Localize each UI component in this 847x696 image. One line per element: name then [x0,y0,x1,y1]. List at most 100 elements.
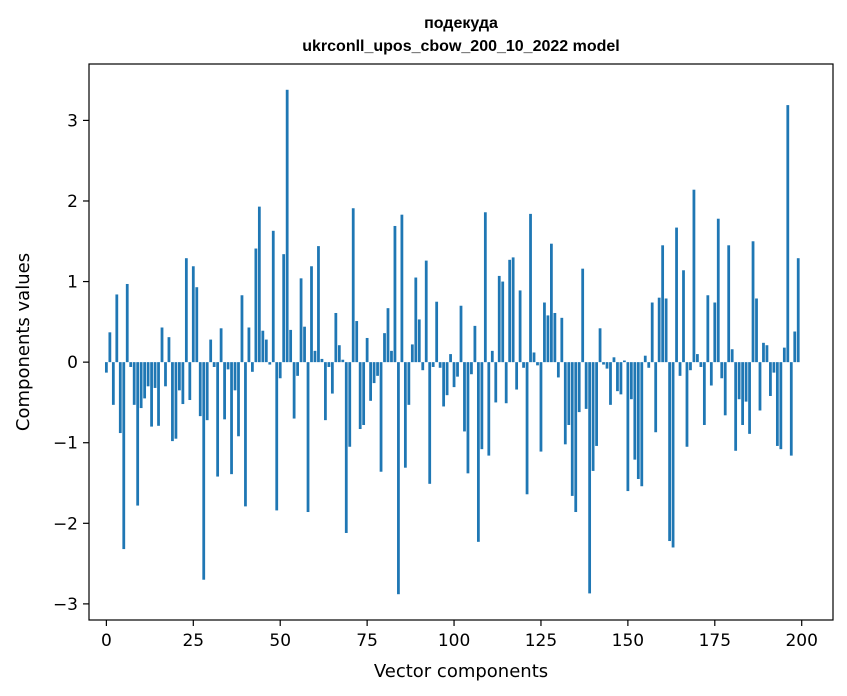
bar-13 [150,362,153,427]
bar-8 [132,362,136,405]
bar-142 [598,328,602,363]
bar-2 [111,362,115,405]
bar-151 [629,362,633,400]
bar-109 [483,212,487,363]
bar-61 [317,246,320,363]
bar-122 [529,213,532,363]
x-tick-label: 25 [182,631,204,651]
bar-161 [664,298,668,363]
bar-121 [525,362,529,495]
bar-178 [723,362,727,416]
bar-17 [164,362,167,387]
bar-148 [619,362,623,395]
bar-22 [181,362,185,405]
bar-106 [473,325,477,363]
y-tick-label: −1 [53,434,78,454]
bar-82 [390,350,393,363]
bar-140 [591,362,595,471]
bar-5 [122,362,126,550]
bar-98 [445,362,449,396]
bar-176 [716,218,720,363]
bar-49 [275,362,279,511]
bar-76 [369,362,372,401]
bar-190 [765,345,769,363]
bar-114 [501,281,505,363]
bar-145 [609,362,612,405]
bar-7 [129,362,133,367]
bar-34 [223,362,226,420]
bar-165 [678,362,682,376]
y-tick-label: 3 [67,111,78,131]
bar-68 [341,359,345,363]
bar-47 [268,362,272,365]
y-tick-label: 0 [67,353,78,373]
bar-191 [769,362,772,396]
bar-182 [737,362,741,400]
bar-135 [574,362,578,513]
bar-10 [139,362,143,409]
bar-116 [508,259,512,363]
chart-title: подекуда [424,15,498,32]
bar-39 [240,295,244,363]
bar-185 [748,362,751,434]
bar-172 [702,362,706,425]
bar-52 [285,89,289,363]
bar-35 [226,362,230,370]
bar-37 [233,362,237,391]
bar-11 [143,362,147,399]
bar-67 [337,345,341,363]
bar-126 [543,302,546,363]
bar-196 [786,105,790,363]
bar-48 [271,230,275,363]
bar-189 [762,342,765,363]
bar-1 [108,332,112,363]
bar-94 [431,362,435,367]
bar-164 [675,227,678,363]
bar-50 [278,362,282,379]
bar-136 [577,362,581,413]
bar-129 [553,312,557,363]
bar-79 [379,362,383,472]
bar-169 [692,189,696,363]
y-axis: −3 −2 −1 0 1 2 3 [53,111,89,615]
bar-20 [174,362,178,439]
x-tick-label: 150 [612,631,644,651]
bar-53 [289,329,293,363]
bar-85 [400,214,404,363]
bar-88 [410,344,414,363]
x-tick-label: 0 [101,631,112,651]
bar-188 [758,362,762,411]
bar-158 [654,362,658,433]
plot-frame [88,63,834,621]
bar-33 [219,328,223,363]
bar-29 [205,362,209,421]
bar-45 [261,330,265,363]
bar-154 [640,362,644,487]
bar-180 [730,349,734,363]
bar-86 [403,362,407,468]
bar-38 [237,362,240,437]
bar-9 [136,362,140,506]
bar-55 [296,362,299,376]
bar-105 [470,362,473,375]
bar-96 [438,362,442,368]
bar-107 [476,362,480,542]
bar-64 [327,362,331,367]
y-tick-label: 2 [67,192,78,212]
bar-179 [727,245,731,363]
y-tick-label: −3 [53,595,78,615]
bar-155 [643,355,647,363]
bar-192 [772,362,776,373]
bar-89 [414,277,418,363]
bar-75 [365,337,369,363]
bar-167 [685,362,689,447]
bar-168 [689,362,692,371]
bar-69 [344,362,348,533]
bar-186 [751,241,755,363]
bar-18 [167,337,171,363]
bar-27 [198,362,202,417]
bar-62 [320,358,324,363]
bar-141 [595,362,598,446]
bar-125 [539,362,543,452]
y-tick-label: 1 [67,273,78,293]
